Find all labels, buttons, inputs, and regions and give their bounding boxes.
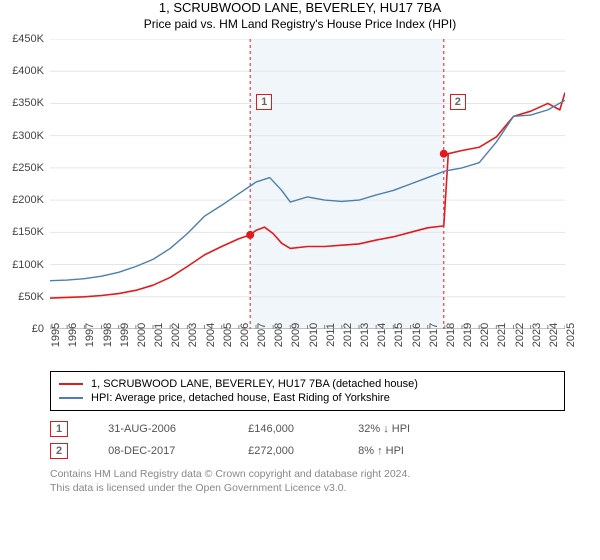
transaction-price: £272,000: [248, 445, 318, 457]
y-tick-label: £400K: [12, 65, 44, 77]
transactions-table: 1 31-AUG-2006 £146,000 32% ↓ HPI 2 08-DEC-201…: [50, 421, 565, 459]
x-tick-label: 2007: [256, 323, 268, 347]
footer-line-2: This data is licensed under the Open Gov…: [50, 481, 565, 495]
transaction-badge: 2: [50, 443, 68, 459]
x-tick-label: 2023: [531, 323, 543, 347]
x-tick-label: 2020: [479, 323, 491, 347]
chart-svg: [50, 39, 565, 329]
transaction-row: 2 08-DEC-2017 £272,000 8% ↑ HPI: [50, 443, 565, 459]
transaction-row: 1 31-AUG-2006 £146,000 32% ↓ HPI: [50, 421, 565, 437]
x-tick-label: 2010: [308, 323, 320, 347]
legend-label: HPI: Average price, detached house, East…: [91, 392, 390, 404]
y-tick-label: £300K: [12, 130, 44, 142]
legend-item: HPI: Average price, detached house, East…: [59, 392, 556, 404]
legend-item: 1, SCRUBWOOD LANE, BEVERLEY, HU17 7BA (d…: [59, 378, 556, 390]
marker-dot: [246, 231, 254, 239]
x-tick-label: 2006: [239, 323, 251, 347]
x-tick-label: 2018: [445, 323, 457, 347]
x-tick-label: 2014: [376, 323, 388, 347]
x-tick-label: 2019: [462, 323, 474, 347]
x-tick-label: 2001: [153, 323, 165, 347]
x-tick-label: 2003: [187, 323, 199, 347]
x-tick-label: 2004: [205, 323, 217, 347]
y-tick-label: £200K: [12, 194, 44, 206]
x-tick-label: 2016: [411, 323, 423, 347]
y-tick-label: £350K: [12, 97, 44, 109]
x-tick-label: 2002: [170, 323, 182, 347]
x-tick-label: 2008: [273, 323, 285, 347]
x-tick-label: 2013: [359, 323, 371, 347]
x-tick-label: 1995: [50, 323, 62, 347]
x-tick-label: 2021: [496, 323, 508, 347]
footer: Contains HM Land Registry data © Crown c…: [50, 467, 565, 495]
x-tick-label: 2024: [548, 323, 560, 347]
marker-label: 2: [450, 94, 466, 110]
legend-label: 1, SCRUBWOOD LANE, BEVERLEY, HU17 7BA (d…: [91, 378, 418, 390]
x-tick-label: 1999: [119, 323, 131, 347]
page-subtitle: Price paid vs. HM Land Registry's House …: [0, 17, 600, 31]
y-tick-label: £50K: [18, 291, 44, 303]
transaction-date: 08-DEC-2017: [108, 445, 208, 457]
page-title: 1, SCRUBWOOD LANE, BEVERLEY, HU17 7BA: [0, 0, 600, 15]
transaction-diff: 8% ↑ HPI: [358, 445, 448, 457]
y-tick-label: £250K: [12, 162, 44, 174]
x-tick-label: 2022: [514, 323, 526, 347]
marker-label: 1: [256, 94, 272, 110]
x-tick-label: 2012: [342, 323, 354, 347]
y-tick-label: £0: [32, 323, 44, 335]
marker-dot: [440, 150, 448, 158]
y-tick-label: £100K: [12, 259, 44, 271]
x-tick-label: 2011: [325, 323, 337, 347]
transaction-diff: 32% ↓ HPI: [358, 423, 448, 435]
legend-swatch: [59, 397, 83, 399]
y-tick-label: £450K: [12, 33, 44, 45]
transaction-date: 31-AUG-2006: [108, 423, 208, 435]
transaction-badge: 1: [50, 421, 68, 437]
footer-line-1: Contains HM Land Registry data © Crown c…: [50, 467, 565, 481]
x-tick-label: 2000: [136, 323, 148, 347]
x-tick-label: 1997: [84, 323, 96, 347]
shaded-band: [250, 39, 444, 329]
x-tick-label: 2015: [393, 323, 405, 347]
x-tick-label: 2017: [428, 323, 440, 347]
x-tick-label: 1998: [102, 323, 114, 347]
x-tick-label: 2025: [565, 323, 577, 347]
x-tick-label: 2005: [222, 323, 234, 347]
legend-swatch: [59, 383, 83, 385]
x-tick-label: 1996: [67, 323, 79, 347]
transaction-price: £146,000: [248, 423, 318, 435]
chart-area: £0£50K£100K£150K£200K£250K£300K£350K£400…: [50, 39, 565, 329]
x-tick-label: 2009: [290, 323, 302, 347]
legend: 1, SCRUBWOOD LANE, BEVERLEY, HU17 7BA (d…: [50, 371, 565, 411]
y-tick-label: £150K: [12, 226, 44, 238]
